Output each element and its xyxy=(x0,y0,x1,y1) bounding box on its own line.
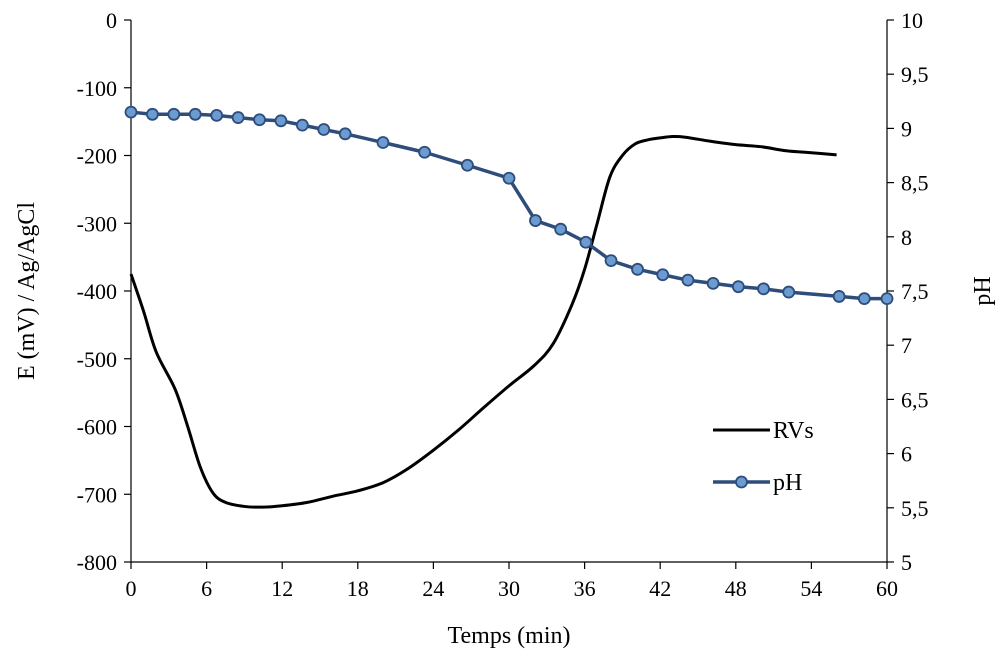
legend-swatch-marker xyxy=(735,475,748,489)
series-layer xyxy=(124,105,894,509)
data-point-ph xyxy=(502,171,516,185)
legend: RVs pH xyxy=(713,418,814,496)
data-point-ph xyxy=(418,145,431,159)
y2-tick-label: 5,5 xyxy=(901,496,929,521)
x-tick-label: 30 xyxy=(498,576,520,601)
legend-label: RVs xyxy=(773,418,814,444)
data-point-ph xyxy=(757,282,770,296)
series-line-ph xyxy=(130,110,887,301)
data-point-ph xyxy=(631,262,644,276)
x-tick-label: 54 xyxy=(800,576,822,601)
y-tick-label: -300 xyxy=(77,211,117,236)
y-tick-label: -500 xyxy=(77,347,117,372)
data-point-ph xyxy=(376,136,390,149)
y2-tick-label: 9,5 xyxy=(901,62,929,87)
y-tick-label: -100 xyxy=(77,76,117,101)
data-point-ph xyxy=(274,114,288,128)
data-point-ph xyxy=(579,235,593,249)
x-tick-label: 0 xyxy=(126,576,137,601)
y-axis-title: E (mV) / Ag/AgCl xyxy=(14,202,40,380)
data-point-ph xyxy=(188,107,202,121)
y2-tick-label: 10 xyxy=(901,8,923,33)
data-point-ph xyxy=(253,113,266,127)
y-tick-label: -600 xyxy=(77,415,117,440)
data-point-ph xyxy=(857,292,871,305)
y2-tick-label: 7 xyxy=(901,333,912,358)
data-point-ph xyxy=(146,107,159,121)
x-axis-title: Temps (min) xyxy=(448,623,571,649)
x-tick-label: 60 xyxy=(876,576,898,601)
x-tick-label: 6 xyxy=(201,576,212,601)
data-point-ph xyxy=(317,123,331,136)
y2-tick-label: 6 xyxy=(901,442,912,467)
y-tick-label: -700 xyxy=(77,482,117,507)
data-point-ph xyxy=(681,273,695,287)
x-tick-label: 36 xyxy=(574,576,596,601)
data-point-ph xyxy=(167,107,181,121)
series-rvs xyxy=(129,134,837,509)
y2-tick-label: 5 xyxy=(901,550,912,575)
data-point-ph xyxy=(604,254,618,268)
data-point-ph xyxy=(880,292,894,305)
y-tick-label: 0 xyxy=(106,8,117,33)
x-tick-label: 18 xyxy=(347,576,369,601)
series-ph xyxy=(124,105,894,305)
data-point-ph xyxy=(554,222,568,236)
data-point-ph xyxy=(210,108,224,122)
y-tick-label: -800 xyxy=(77,550,117,575)
legend-item-rvs: RVs xyxy=(713,418,814,444)
series-line-rvs xyxy=(129,134,837,509)
data-point-ph xyxy=(124,105,138,119)
x-tick-label: 42 xyxy=(649,576,671,601)
data-point-ph xyxy=(731,280,745,294)
data-point-ph xyxy=(295,118,309,132)
y2-tick-label: 7,5 xyxy=(901,279,929,304)
y-tick-label: -200 xyxy=(77,144,117,169)
legend-item-ph: pH xyxy=(713,470,802,496)
data-point-ph xyxy=(782,285,796,299)
y2-axis-title: pH xyxy=(970,276,996,305)
y-tick-label: -400 xyxy=(77,279,117,304)
legend-label: pH xyxy=(773,470,802,496)
x-tick-label: 48 xyxy=(725,576,747,601)
y2-tick-label: 8,5 xyxy=(901,171,929,196)
axes: 0 6 12 18 24 30 36 42 48 54 60 0 -100 -200 -300 -400 -50… xyxy=(77,8,929,601)
data-point-ph xyxy=(231,111,245,124)
y2-tick-label: 8 xyxy=(901,225,912,250)
y2-tick-label: 6,5 xyxy=(901,387,929,412)
data-point-ph xyxy=(461,158,474,172)
data-point-ph xyxy=(338,127,352,141)
data-point-ph xyxy=(832,290,846,303)
data-point-ph xyxy=(656,268,670,282)
x-tick-label: 24 xyxy=(422,576,444,601)
y2-tick-label: 9 xyxy=(901,116,912,141)
x-tick-label: 12 xyxy=(271,576,293,601)
data-point-ph xyxy=(529,214,542,227)
data-point-ph xyxy=(706,277,720,290)
